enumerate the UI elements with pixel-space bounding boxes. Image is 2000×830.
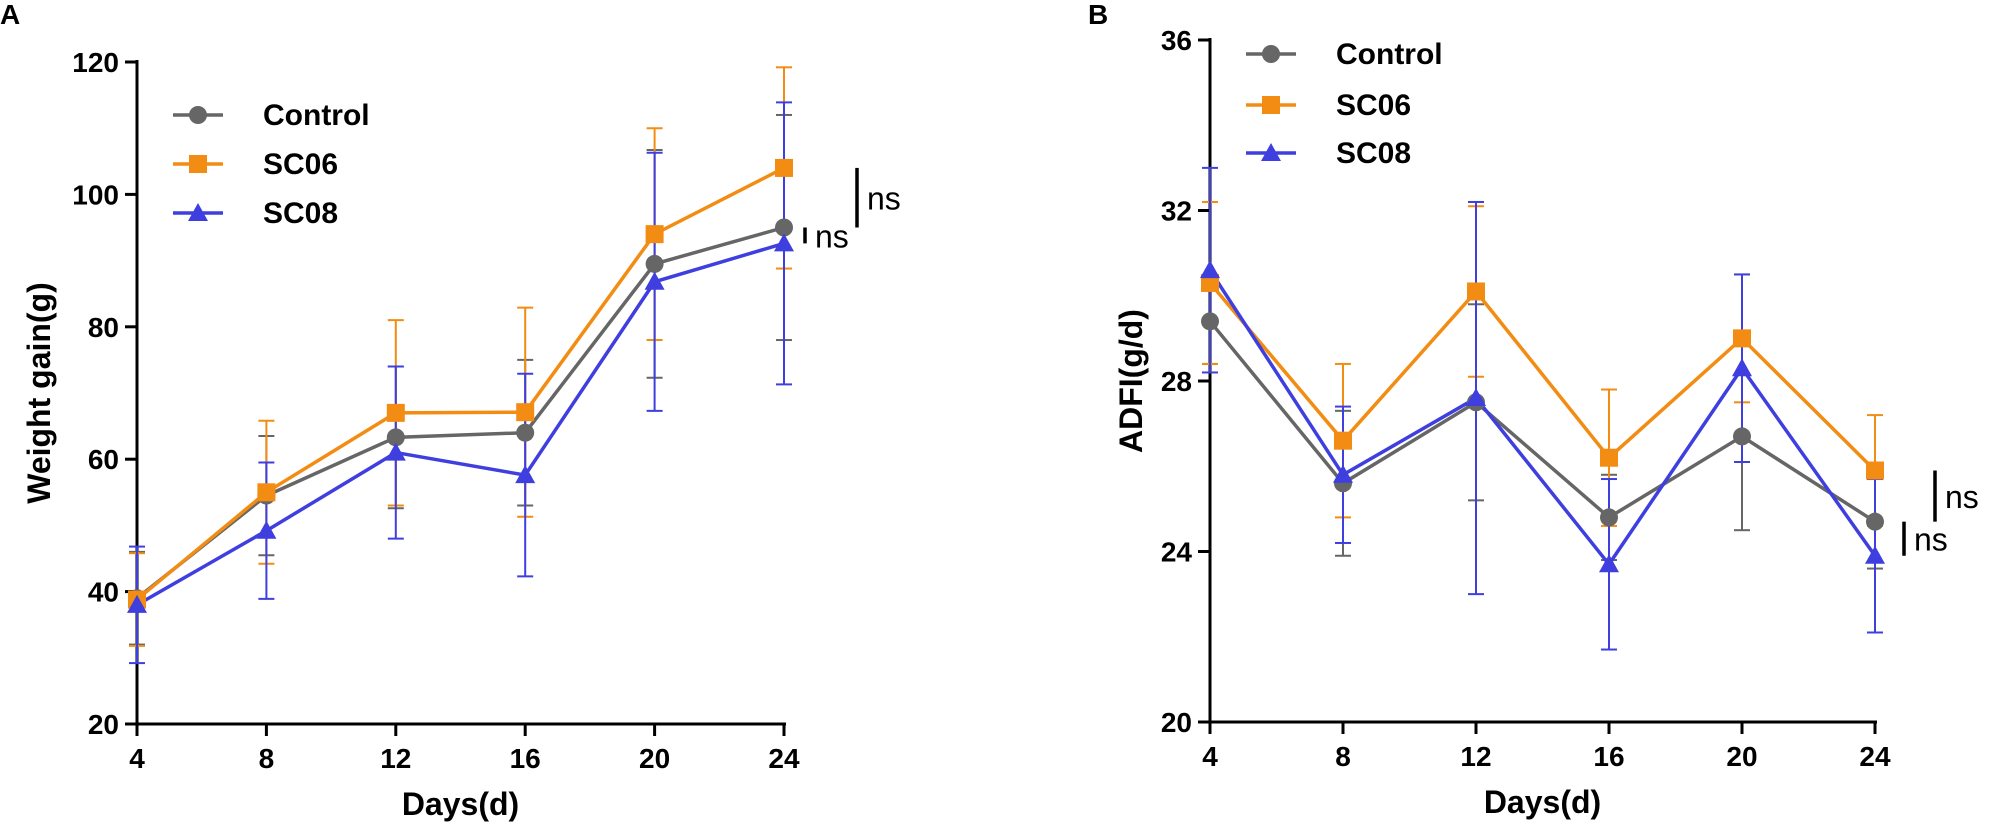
panel-a-point-sc08 [385,442,406,461]
panel-b-point-sc06 [1467,282,1485,301]
panel-a-point-sc06 [645,225,664,244]
panel-a-series [127,66,794,665]
panel-b-legend-label-sc08: SC08 [1336,137,1411,170]
panel-b-legend-marker-sc08 [1261,143,1281,161]
panel-b-point-sc08 [1200,260,1220,279]
panel-b-legend-marker-control [1262,45,1280,63]
panel-a-x-tick-label: 20 [639,743,670,774]
panel-b-sig-label: ns [1914,522,1948,558]
panel-b-point-control [1201,312,1219,331]
panel-b-series-sc06 [1202,200,1883,527]
panel-a-line-sc06 [135,166,785,601]
panel-a-legend: Control SC06 SC08 [173,99,370,230]
panel-a-line-control [135,225,785,600]
panel-a-legend-marker-sc06 [189,155,207,173]
panel-b-x-tick-label: 16 [1593,741,1624,772]
panel-a-line-sc08 [136,241,785,607]
panel-a-point-control [516,423,535,442]
panel-b-point-sc06 [1866,461,1884,480]
panel-a-y-tick-label: 40 [88,577,119,608]
panel-a-point-sc08 [127,594,147,613]
panel-b-x-tick-label: 24 [1859,741,1891,772]
panel-a-sig-label: ns [867,181,901,217]
panel-b-chart: B 20 24 28 32 36 4 8 12 16 20 24 Days(d) ADFI(g/d) C… [1088,0,1979,820]
panel-b-sig-label: ns [1945,479,1979,515]
panel-a-point-sc08 [644,271,665,290]
panel-a-y-tick-label: 80 [88,312,119,343]
panel-a-legend-label-sc08: SC08 [263,197,338,230]
panel-a-series-sc08 [129,101,792,665]
panel-a-series-control [129,113,792,646]
panel-b-point-sc06 [1733,329,1751,348]
panel-b-point-sc08 [1732,358,1752,377]
panel-b-y-axis-title: ADFI(g/d) [1113,309,1149,453]
panel-b-series [1200,166,1885,651]
panel-a-point-control [775,218,793,237]
panel-b-point-control [1733,427,1751,446]
panel-a-point-sc06 [257,483,276,502]
panel-a-point-control [386,428,405,447]
panel-b-y-tick-label: 32 [1161,196,1192,227]
panel-b-x-axis-title: Days(d) [1484,784,1601,820]
panel-a-legend-label-control: Control [263,99,370,132]
panel-b-y-tick-label: 24 [1161,537,1193,568]
panel-a-point-sc08 [256,520,277,539]
panel-a-x-tick-label: 4 [129,743,145,774]
panel-b-point-control [1600,508,1618,527]
panel-b-axes: 20 24 28 32 36 4 8 12 16 20 24 Days(d) ADFI(g/d) [1113,25,1891,820]
panel-a-legend-label-sc06: SC06 [263,148,338,181]
panel-b-point-sc08 [1865,545,1885,564]
panel-a-point-sc08 [515,465,536,484]
panel-a-point-sc08 [774,233,794,252]
panel-a-x-axis-title: Days(d) [402,786,519,822]
panel-b-x-tick-label: 4 [1202,741,1218,772]
panel-b-legend-marker-sc06 [1262,96,1280,114]
panel-a-series-sc06 [129,66,792,647]
panel-b-point-sc08 [1466,388,1486,407]
panel-b-legend: Control SC06 SC08 [1246,38,1443,170]
panel-a-legend-marker-sc08 [188,203,208,221]
panel-b-x-tick-label: 20 [1726,741,1757,772]
panel-b-legend-label-sc06: SC06 [1336,89,1411,122]
panel-b-x-tick-label: 12 [1460,741,1491,772]
panel-a-y-tick-label: 120 [72,47,119,78]
panel-a-point-sc06 [775,158,793,177]
panel-b-label: B [1088,0,1108,30]
panel-a-x-tick-label: 12 [380,743,411,774]
panel-b-x-tick-label: 8 [1335,741,1351,772]
panel-a-y-axis-title: Weight gain(g) [21,282,57,504]
panel-a-label: A [0,0,20,30]
panel-b-y-tick-label: 20 [1161,707,1192,738]
panel-b-line-sc06 [1208,281,1877,472]
panel-b-series-sc08 [1202,166,1883,651]
panel-a-point-sc06 [516,403,535,422]
panel-a-y-tick-label: 60 [88,444,119,475]
panel-a-axes: 20 40 60 80 100 120 4 8 12 16 20 24 Days(d) Weight ga… [21,47,800,822]
panel-a-x-tick-label: 16 [510,743,541,774]
panel-a-point-control [645,254,664,273]
panel-b-legend-label-control: Control [1336,38,1443,71]
panel-b-point-sc06 [1201,273,1219,292]
panel-a-y-tick-label: 20 [88,709,119,740]
panel-b-significance: ns ns [1902,470,1979,558]
panel-b-y-tick-label: 28 [1161,366,1192,397]
panel-b-point-control [1866,512,1884,531]
panel-b-line-sc08 [1208,269,1877,568]
panel-b-point-sc08 [1333,464,1353,483]
panel-a-point-sc06 [386,403,405,422]
panel-b-line-control [1208,320,1876,524]
panel-b-point-sc06 [1334,431,1352,450]
panel-a-y-tick-label: 100 [72,179,119,210]
panel-a-chart: A 20 40 60 80 100 120 4 8 12 16 20 24 Days(d) Weight … [0,0,901,822]
panel-a-sig-label: ns [815,218,849,254]
panel-b-point-sc08 [1599,554,1619,573]
panel-a-legend-marker-control [189,106,207,124]
panel-a-x-tick-label: 8 [259,743,275,774]
panel-b-point-sc06 [1600,448,1618,467]
panel-a-x-tick-label: 24 [768,743,800,774]
panel-b-y-tick-label: 36 [1161,25,1192,56]
